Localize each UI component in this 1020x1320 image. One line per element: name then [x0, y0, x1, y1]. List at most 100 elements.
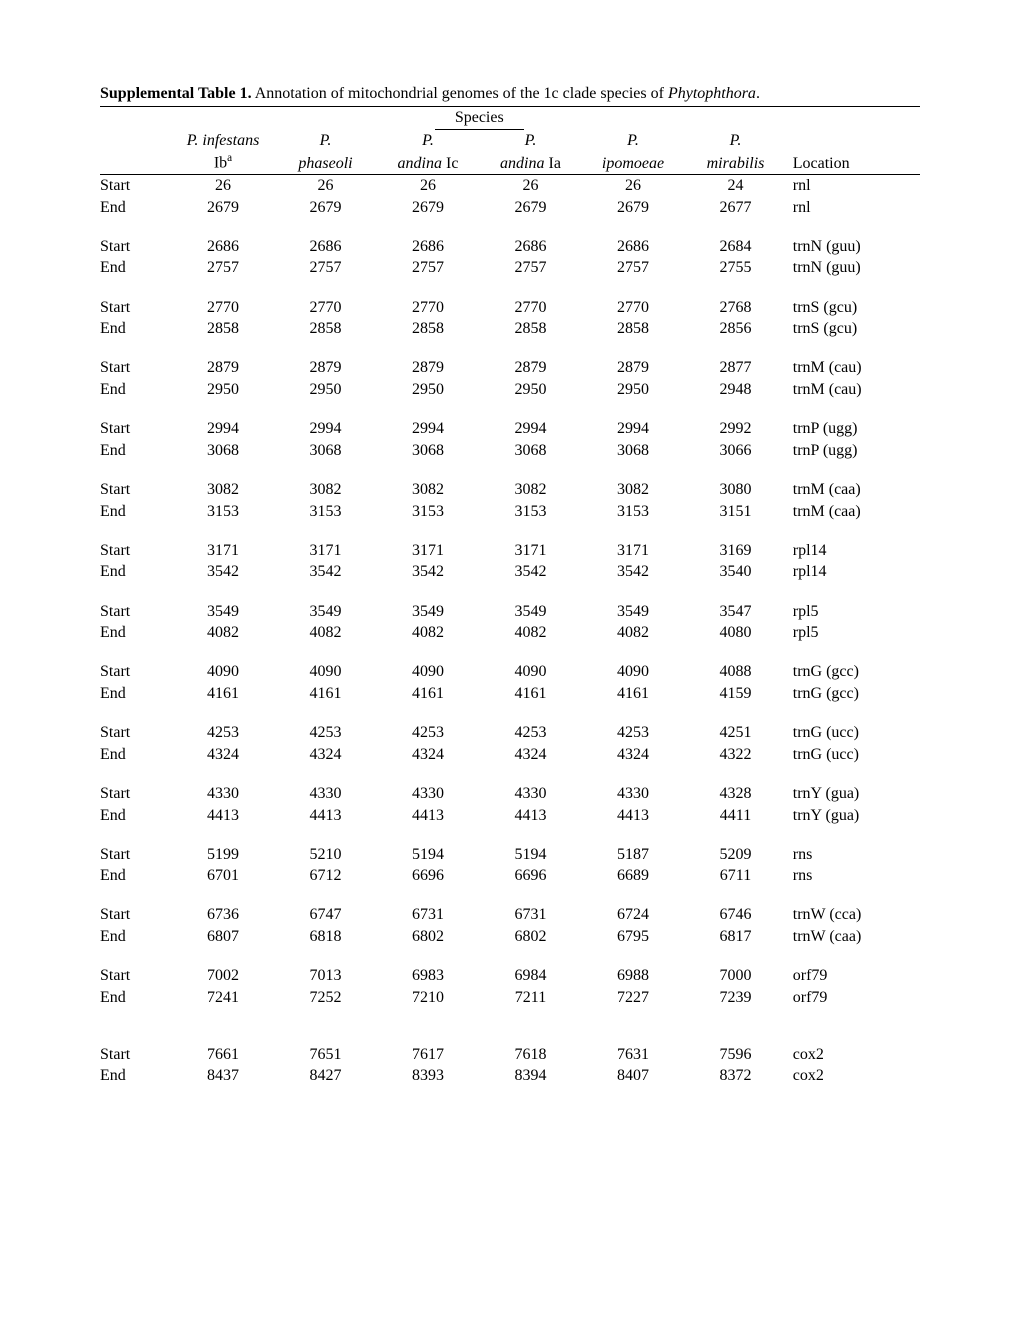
column-header: P. infestans: [172, 130, 275, 152]
data-cell: 4090: [377, 661, 480, 683]
data-cell: 4413: [274, 805, 377, 827]
table-row: Start700270136983698469887000orf79: [100, 965, 920, 987]
data-cell: 2757: [274, 257, 377, 279]
data-cell: 2770: [582, 297, 685, 319]
data-cell: 2994: [274, 418, 377, 440]
data-cell: 7002: [172, 965, 275, 987]
row-label: Start: [100, 601, 172, 623]
row-label: Start: [100, 1044, 172, 1066]
data-cell: 3171: [172, 540, 275, 562]
data-cell: 7651: [274, 1044, 377, 1066]
column-subheader: ipomoeae: [582, 151, 685, 174]
data-cell: 6712: [274, 865, 377, 887]
data-cell: 7252: [274, 987, 377, 1009]
caption-lead: Supplemental Table 1.: [100, 85, 252, 102]
data-cell: 3068: [582, 440, 685, 462]
location-cell: trnY (gua): [787, 805, 920, 827]
column-header: P.: [684, 130, 787, 152]
location-cell: rns: [787, 844, 920, 866]
location-cell: rpl5: [787, 622, 920, 644]
row-label: End: [100, 197, 172, 219]
row-label: End: [100, 1065, 172, 1087]
data-cell: 2757: [582, 257, 685, 279]
data-cell: 2684: [684, 236, 787, 258]
data-cell: 26: [172, 175, 275, 197]
table-row: Start519952105194519451875209rns: [100, 844, 920, 866]
row-label: End: [100, 257, 172, 279]
data-cell: 2879: [582, 357, 685, 379]
data-cell: 2877: [684, 357, 787, 379]
data-cell: 3068: [274, 440, 377, 462]
data-cell: 3068: [377, 440, 480, 462]
data-cell: 4253: [172, 722, 275, 744]
data-cell: 4090: [274, 661, 377, 683]
row-label: Start: [100, 661, 172, 683]
data-cell: 2677: [684, 197, 787, 219]
location-cell: trnM (caa): [787, 479, 920, 501]
location-cell: trnG (ucc): [787, 744, 920, 766]
location-heading: Location: [787, 151, 920, 174]
data-cell: 8407: [582, 1065, 685, 1087]
data-cell: 6988: [582, 965, 685, 987]
data-cell: 6795: [582, 926, 685, 948]
row-label: Start: [100, 175, 172, 197]
data-cell: 2770: [274, 297, 377, 319]
table-row: Start317131713171317131713169rpl14: [100, 540, 920, 562]
location-cell: trnP (ugg): [787, 418, 920, 440]
data-cell: 3082: [274, 479, 377, 501]
location-cell: rnl: [787, 175, 920, 197]
data-cell: 4330: [479, 783, 582, 805]
data-cell: 3540: [684, 561, 787, 583]
data-cell: 5187: [582, 844, 685, 866]
column-subheader: andina Ia: [479, 151, 582, 174]
data-cell: 3153: [172, 501, 275, 523]
data-cell: 4324: [274, 744, 377, 766]
data-cell: 7210: [377, 987, 480, 1009]
data-cell: 6689: [582, 865, 685, 887]
table-caption: Supplemental Table 1. Annotation of mito…: [100, 84, 920, 104]
data-cell: 3153: [582, 501, 685, 523]
table-row: End275727572757275727572755trnN (guu): [100, 257, 920, 279]
data-cell: 6731: [377, 904, 480, 926]
table-row: End267926792679267926792677rnl: [100, 197, 920, 219]
column-header: P.: [274, 130, 377, 152]
data-cell: 3082: [377, 479, 480, 501]
location-cell: trnG (gcc): [787, 683, 920, 705]
data-cell: 6696: [479, 865, 582, 887]
column-header: P.: [377, 130, 480, 152]
data-cell: 4082: [377, 622, 480, 644]
data-cell: 8393: [377, 1065, 480, 1087]
data-cell: 3171: [274, 540, 377, 562]
table-row: Start268626862686268626862684trnN (guu): [100, 236, 920, 258]
data-cell: 2858: [377, 318, 480, 340]
data-cell: 3153: [479, 501, 582, 523]
row-label: Start: [100, 904, 172, 926]
caption-text-a: Annotation of mitochondrial genomes of t…: [252, 85, 668, 102]
data-cell: 3151: [684, 501, 787, 523]
data-cell: 4251: [684, 722, 787, 744]
location-cell: cox2: [787, 1044, 920, 1066]
column-subheader: phaseoli: [274, 151, 377, 174]
location-cell: rpl5: [787, 601, 920, 623]
data-cell: 4161: [479, 683, 582, 705]
data-cell: 3542: [377, 561, 480, 583]
data-cell: 6802: [377, 926, 480, 948]
location-cell: trnN (guu): [787, 257, 920, 279]
data-cell: 2856: [684, 318, 787, 340]
data-cell: 2994: [479, 418, 582, 440]
table-row: Start277027702770277027702768trnS (gcu): [100, 297, 920, 319]
data-cell: 3082: [479, 479, 582, 501]
data-cell: 3542: [582, 561, 685, 583]
data-cell: 5194: [377, 844, 480, 866]
data-cell: 8427: [274, 1065, 377, 1087]
data-cell: 3171: [582, 540, 685, 562]
data-cell: 6724: [582, 904, 685, 926]
data-cell: 7631: [582, 1044, 685, 1066]
row-label: Start: [100, 540, 172, 562]
caption-text-b: Phytophthora: [668, 85, 756, 102]
data-cell: 4330: [274, 783, 377, 805]
location-cell: trnP (ugg): [787, 440, 920, 462]
table-row: Start262626262624rnl: [100, 175, 920, 197]
data-cell: 4161: [582, 683, 685, 705]
data-cell: 3082: [582, 479, 685, 501]
